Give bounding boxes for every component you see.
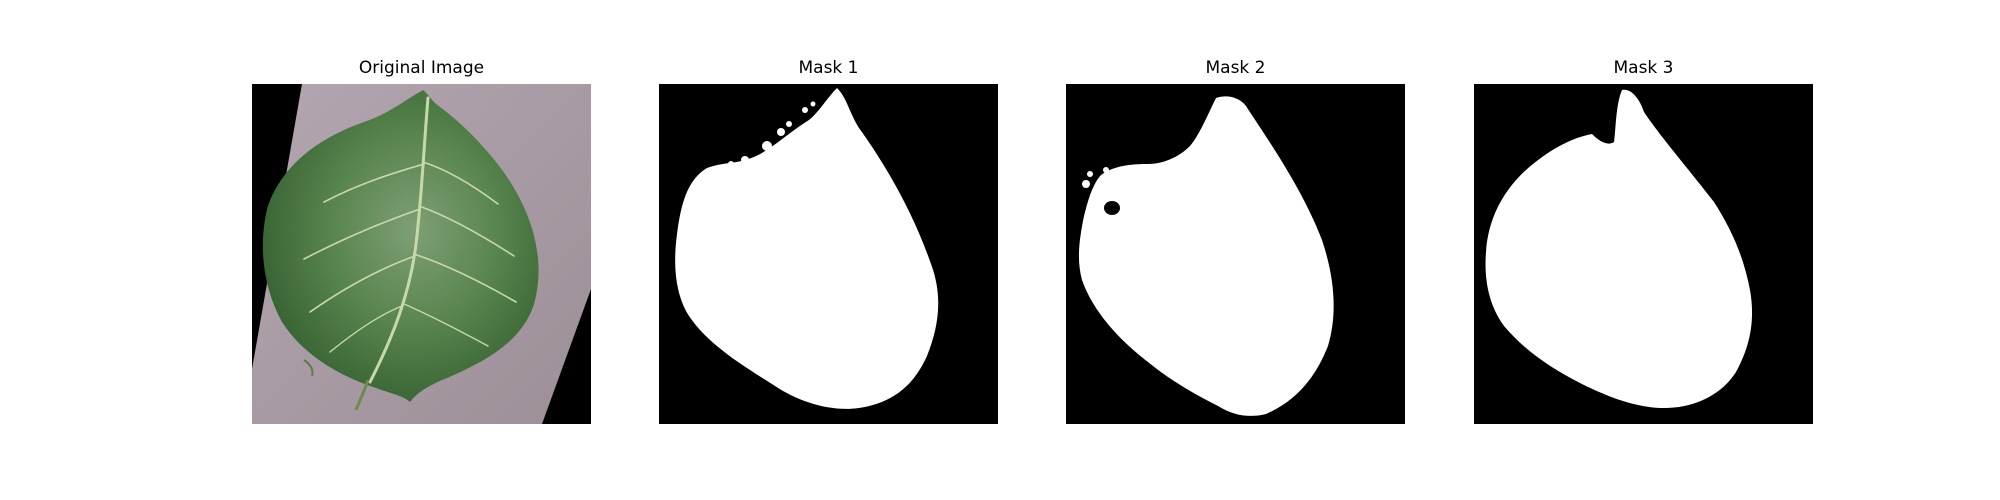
small-sprout [303, 359, 314, 377]
panel-title: Mask 2 [1205, 58, 1266, 78]
mask-2-image [1066, 84, 1405, 424]
mask-shape [1485, 89, 1753, 408]
panel-mask-3: Mask 3 [1474, 56, 1813, 424]
panel-title: Original Image [358, 58, 485, 78]
mask-shape [1078, 96, 1334, 416]
mask-specks [728, 101, 816, 167]
leaf-stem [354, 379, 370, 411]
mask-specks [1082, 167, 1109, 188]
mask-3-image [1474, 84, 1813, 424]
leaf-veins [303, 96, 517, 384]
mask-1-image [659, 84, 998, 424]
original-image [252, 84, 591, 424]
panel-mask-2: Mask 2 [1066, 56, 1405, 424]
panel-title: Mask 1 [798, 58, 859, 78]
leaf [262, 90, 539, 402]
panel-mask-1: Mask 1 [659, 56, 998, 424]
mask-hole [1104, 201, 1120, 215]
mask-shape [675, 88, 939, 409]
panel-title: Mask 3 [1613, 58, 1674, 78]
panel-original-image: Original Image [252, 56, 591, 424]
